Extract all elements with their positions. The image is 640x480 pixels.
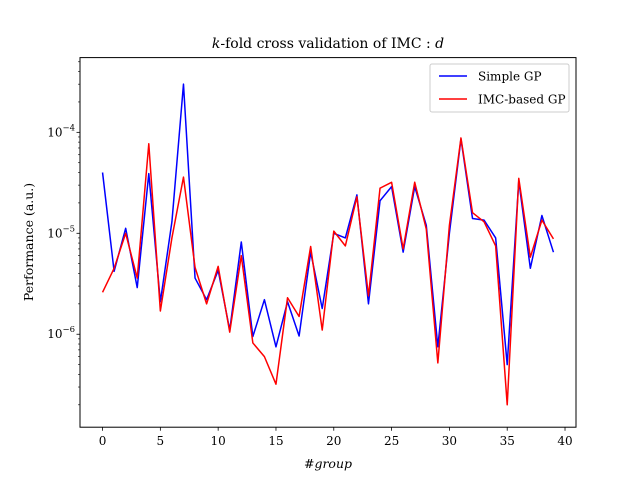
x-tick-label: 0 xyxy=(99,434,107,448)
x-tick-label: 20 xyxy=(326,434,341,448)
y-tick-label: 10−4 xyxy=(47,123,75,139)
y-tick-label: 10−6 xyxy=(47,325,75,341)
x-tick-label: 10 xyxy=(211,434,226,448)
chart-title-suffix: d xyxy=(435,36,444,52)
y-axis-label: Performance (a.u.) xyxy=(21,183,36,301)
x-axis-label: #group xyxy=(304,456,352,471)
x-tick-label: 40 xyxy=(557,434,572,448)
legend-label-imc-based-gp: IMC-based GP xyxy=(478,93,566,107)
y-tick-label: 10−5 xyxy=(47,224,75,240)
y-axis-ticks: 10−6 10−5 10−4 xyxy=(47,61,80,406)
series-line-simple-gp xyxy=(101,83,555,366)
chart-title-prefix: k xyxy=(212,36,220,52)
x-tick-label: 15 xyxy=(268,434,283,448)
chart-title: k-fold cross validation of IMC : d xyxy=(212,36,444,52)
series-layer xyxy=(101,83,555,406)
x-tick-label: 30 xyxy=(442,434,457,448)
x-tick-label: 5 xyxy=(157,434,165,448)
x-tick-label: 25 xyxy=(384,434,399,448)
plot-area xyxy=(79,57,577,428)
x-tick-label: 35 xyxy=(500,434,515,448)
legend-label-simple-gp: Simple GP xyxy=(478,70,542,84)
chart-title-main: -fold cross validation of IMC : xyxy=(220,36,435,52)
legend: Simple GP IMC-based GP xyxy=(429,63,570,113)
series-line-imc-based-gp xyxy=(101,137,555,406)
x-axis-ticks: 0 5 10 15 20 25 30 35 40 xyxy=(99,427,573,448)
